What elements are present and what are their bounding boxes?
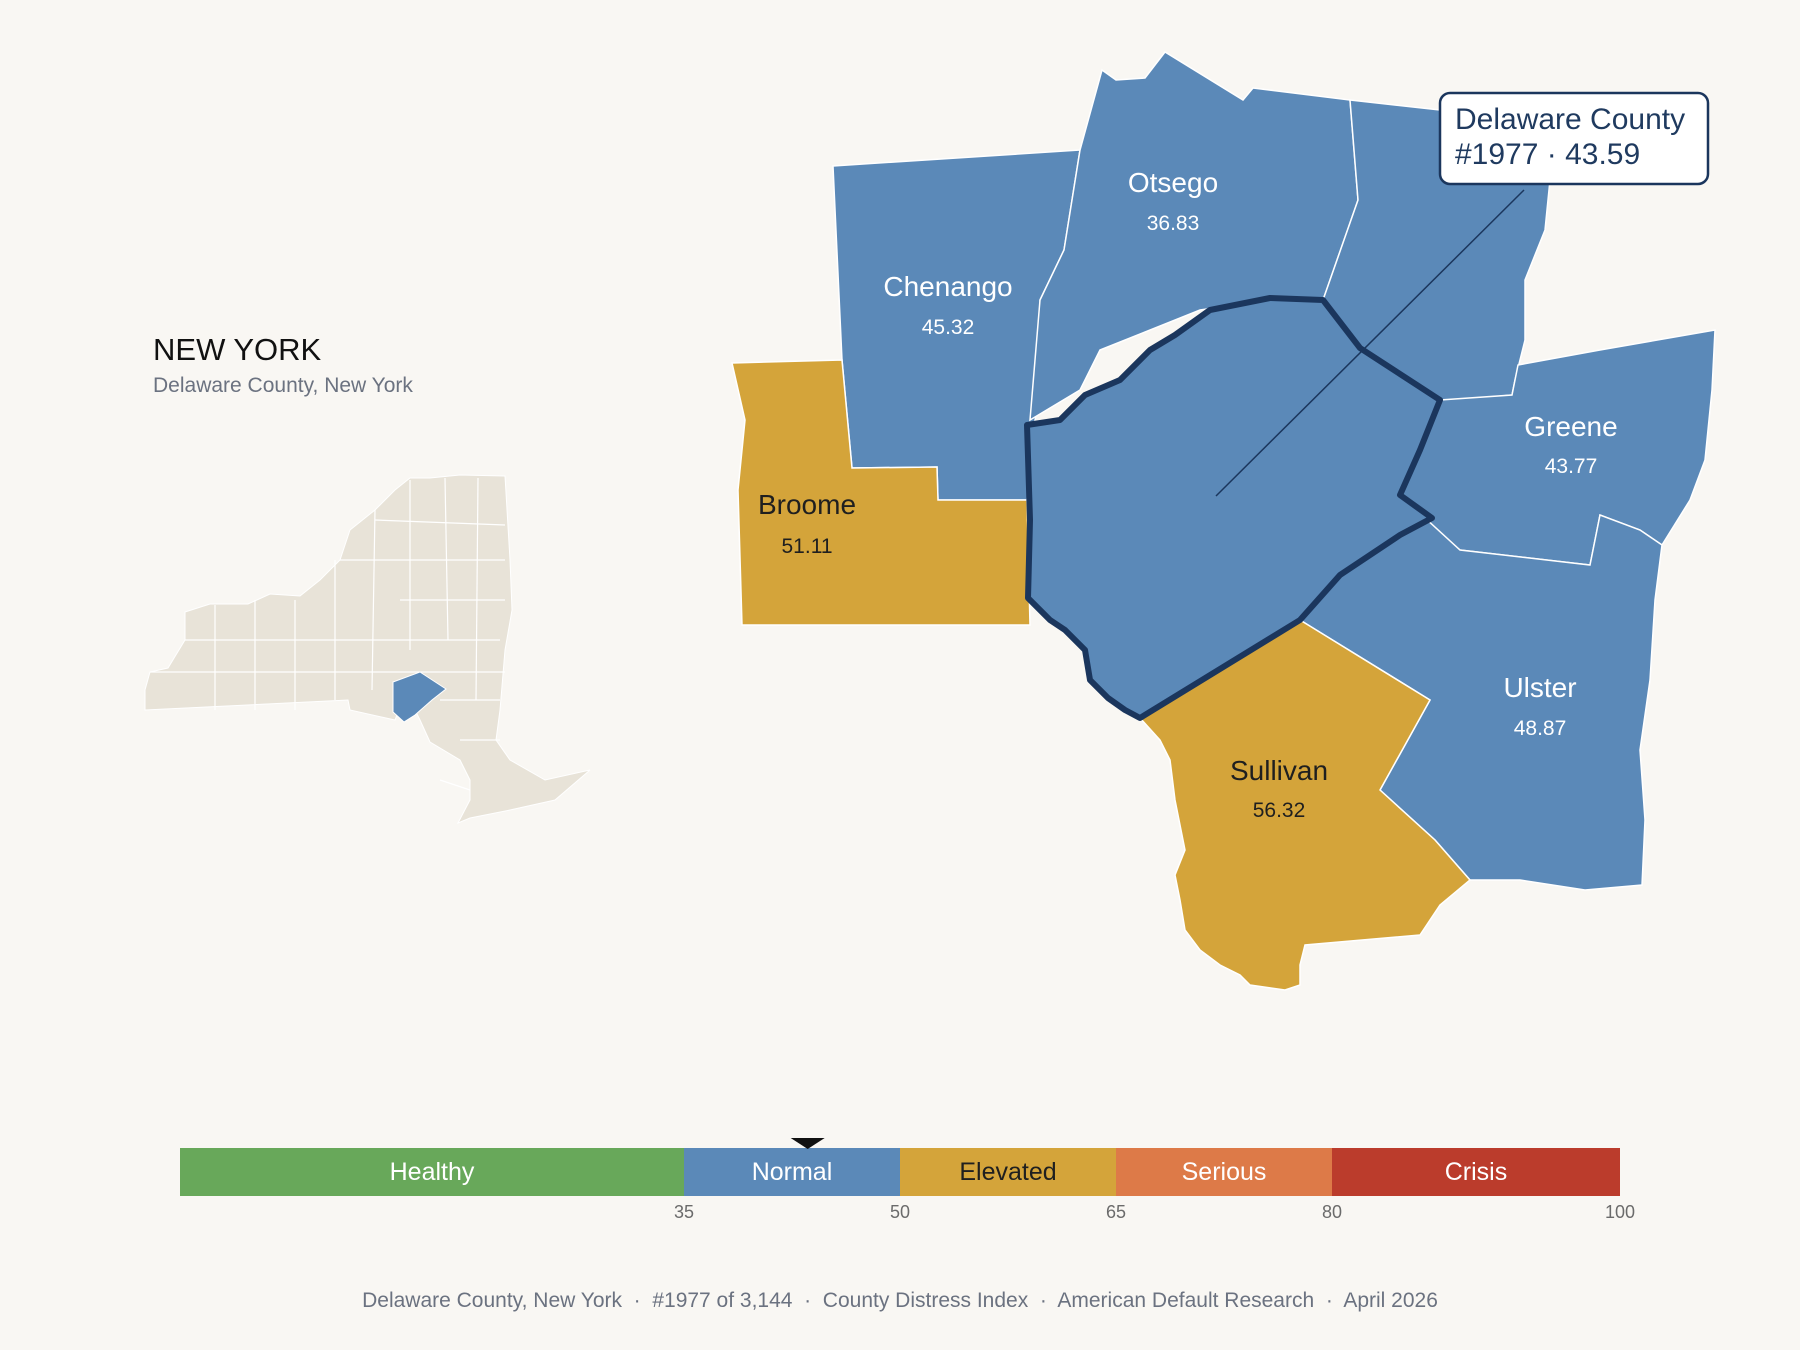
scale-segment-healthy	[180, 1148, 684, 1196]
state-inset-outline	[144, 474, 591, 824]
scale-tick-label: 50	[890, 1202, 910, 1222]
scale-segment-serious	[1116, 1148, 1332, 1196]
scale-segment-crisis	[1332, 1148, 1620, 1196]
county-value-label: 45.32	[922, 316, 975, 339]
county-value-label: 51.11	[782, 535, 833, 558]
state-subtitle: Delaware County, New York	[153, 374, 413, 397]
state-title: NEW YORK	[153, 332, 322, 367]
county-name-label: Otsego	[1128, 167, 1218, 198]
county-sullivan[interactable]	[1138, 619, 1472, 991]
county-value-label: 43.77	[1545, 455, 1598, 478]
county-name-label: Broome	[758, 489, 856, 520]
tooltip-title: Delaware County	[1455, 103, 1685, 136]
county-value-label: 56.32	[1253, 799, 1306, 822]
tooltip-callout: Delaware County #1977 · 43.59	[1215, 91, 1710, 497]
scale-segment-label: Elevated	[959, 1158, 1056, 1186]
scale-segment-elevated	[900, 1148, 1116, 1196]
county-map	[731, 51, 1716, 991]
county-name-label: Chenango	[883, 271, 1012, 302]
scale-tick-label: 35	[674, 1202, 694, 1222]
tooltip-leader-line	[1215, 189, 1525, 497]
county-labels: Chenango 45.32 Otsego 36.83 Greene 43.77…	[758, 167, 1618, 822]
scale-segment-label: Normal	[752, 1158, 833, 1186]
scale-segment-label: Crisis	[1445, 1158, 1508, 1186]
category-scale: Healthy Normal Elevated Serious Crisis 35 50 6…	[180, 1138, 1635, 1222]
scale-tick-label: 100	[1605, 1202, 1635, 1222]
county-value-label: 36.83	[1147, 212, 1200, 235]
county-name-label: Greene	[1524, 411, 1617, 442]
state-inset-county-lines	[150, 477, 506, 791]
scale-tick-label: 65	[1106, 1202, 1126, 1222]
state-inset	[144, 474, 591, 824]
county-name-label: Sullivan	[1230, 755, 1328, 786]
scale-segment-label: Serious	[1182, 1158, 1267, 1186]
county-value-label: 48.87	[1514, 717, 1567, 740]
county-name-label: Ulster	[1503, 672, 1576, 703]
scale-segment-normal	[684, 1148, 900, 1196]
scale-marker-triangle	[790, 1138, 825, 1149]
tooltip-box	[1438, 91, 1710, 186]
scale-segment-label: Healthy	[390, 1158, 475, 1186]
scale-tick-label: 80	[1322, 1202, 1342, 1222]
inset-highlight-delaware	[392, 671, 447, 723]
county-delaware-highlighted[interactable]	[1024, 295, 1443, 721]
tooltip-rank-score: #1977 · 43.59	[1455, 138, 1640, 171]
footer-caption: Delaware County, New York · #1977 of 3,1…	[362, 1289, 1438, 1312]
